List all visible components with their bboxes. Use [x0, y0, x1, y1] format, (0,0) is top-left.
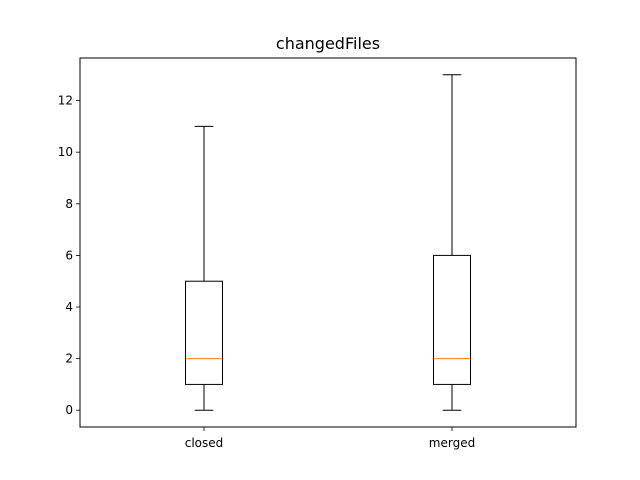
axes-frame	[79, 57, 577, 428]
y-tick-label: 2	[65, 352, 73, 366]
chart-title: changedFiles	[276, 34, 380, 53]
y-tick-label: 8	[65, 197, 73, 211]
box-iqr	[433, 254, 471, 385]
y-tick-label: 12	[58, 94, 73, 108]
y-tick-label: 0	[65, 403, 73, 417]
x-tick-label: merged	[429, 436, 475, 450]
y-tick-label: 4	[65, 300, 73, 314]
y-tick-label: 6	[65, 248, 73, 262]
y-tick-label: 10	[58, 145, 73, 159]
box-iqr	[185, 280, 223, 385]
x-tick-label: closed	[185, 436, 224, 450]
